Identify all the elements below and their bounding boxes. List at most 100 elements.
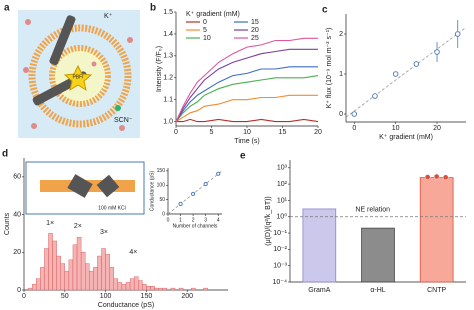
- x-tick-label: 3: [204, 217, 207, 223]
- ion: [23, 67, 29, 73]
- legend-label: 0: [203, 19, 207, 26]
- data-line: [175, 75, 319, 122]
- x-tick-label: 2: [192, 217, 195, 223]
- y-tick-label: 20: [13, 249, 21, 256]
- fit-line: [167, 170, 223, 215]
- x-tick-label: 5: [210, 129, 214, 136]
- histogram-bar: [191, 287, 196, 291]
- inset-text: 100 mM KCl: [98, 205, 126, 211]
- y-tick-label: 50: [159, 197, 165, 203]
- y-tick-label: 0: [339, 111, 343, 118]
- histogram-bar: [31, 284, 37, 291]
- histogram-bar: [170, 287, 176, 291]
- histogram-bar: [101, 248, 106, 291]
- histogram-bar: [138, 280, 143, 291]
- y-axis-label: Counts: [4, 212, 11, 235]
- data-line: [175, 66, 318, 122]
- data-line: [175, 37, 318, 122]
- x-tick-label: GramA: [308, 287, 331, 294]
- ion: [127, 37, 133, 43]
- y-tick-label: 10⁻⁴: [273, 279, 288, 286]
- y-tick-label: 60: [13, 174, 21, 181]
- y-tick-label: 1.3: [163, 53, 173, 60]
- y-tick-label: 150: [157, 168, 166, 174]
- y-tick-label: 10⁰: [276, 213, 287, 221]
- y-tick-label: 40: [13, 211, 21, 218]
- histogram-bar: [44, 248, 49, 291]
- x-axis-label: Number of channels: [173, 223, 218, 229]
- histogram-bar: [158, 287, 163, 291]
- x-tick-label: α-HL: [370, 287, 385, 294]
- y-tick-label: 10³: [277, 165, 288, 172]
- y-tick-label: 10¹: [277, 197, 288, 204]
- y-tick-label: 10⁻²: [273, 246, 287, 253]
- y-tick-label: 1: [339, 71, 343, 78]
- histogram-bar: [93, 267, 98, 291]
- x-tick-label: 10: [392, 125, 400, 132]
- histogram-bar: [52, 240, 57, 291]
- panel-d-inset-schematic: 100 mM KCl: [25, 161, 145, 215]
- star: [63, 64, 93, 92]
- panel-label: b: [150, 3, 156, 14]
- histogram-bar: [162, 287, 168, 291]
- legend-label: 20: [251, 27, 259, 34]
- histogram-bar: [89, 270, 94, 291]
- data-point: [433, 173, 440, 180]
- x-tick-label: 1: [179, 217, 182, 223]
- fit-line: [345, 27, 467, 118]
- histogram-bar: [142, 284, 147, 291]
- y-axis-label: Conductance (pS): [149, 171, 155, 212]
- y-axis-label: (μ(D)/(q²/k_BT)): [265, 196, 272, 246]
- y-tick-label: 1.2: [163, 75, 173, 82]
- y-tick-label: 1.1: [163, 97, 173, 104]
- data-point: [442, 174, 449, 181]
- x-tick-label: 50: [61, 293, 69, 300]
- histogram-bar: [133, 276, 139, 291]
- data-point: [424, 174, 431, 180]
- reference-label: NE relation: [355, 207, 390, 214]
- histogram-bar: [178, 287, 184, 291]
- panel-label: e: [240, 151, 246, 162]
- x-tick-label: 100: [100, 293, 112, 300]
- data-point: [413, 61, 420, 67]
- panel-label: d: [2, 149, 8, 160]
- panel-label: c: [322, 5, 328, 16]
- y-tick-label: 1.0: [163, 118, 173, 125]
- nanotube: [96, 174, 120, 198]
- histogram-bar: [105, 253, 110, 291]
- histogram-bar: [150, 286, 155, 291]
- nanotube: [67, 174, 93, 198]
- legend-title: K⁺ gradient (mM): [186, 11, 240, 18]
- y-tick-label: 100: [157, 183, 166, 189]
- data-point: [216, 171, 221, 176]
- anion: [115, 105, 121, 111]
- y-tick-label: 10⁻¹: [273, 230, 287, 237]
- y-axis-label: Intensity (F/F₀): [156, 46, 163, 92]
- x-tick-label: 20: [433, 125, 441, 132]
- nanotube: [49, 15, 76, 66]
- x-axis-label: K⁺ gradient (mM): [379, 134, 433, 141]
- histogram-bar: [129, 278, 135, 291]
- data-point: [454, 31, 461, 37]
- histogram-bar: [76, 236, 82, 291]
- histogram-bar: [68, 259, 74, 291]
- data-line: [175, 48, 318, 122]
- ion: [119, 125, 125, 131]
- data-point: [351, 111, 358, 117]
- histogram-bar: [36, 278, 41, 291]
- histogram-bar: [154, 287, 159, 291]
- x-tick-label: 0: [22, 293, 26, 300]
- histogram-bar: [60, 263, 66, 291]
- histogram-bar: [109, 267, 114, 291]
- x-tick-label: 20: [314, 129, 322, 136]
- data-point: [178, 201, 183, 206]
- x-tick-label: CNTP: [427, 287, 446, 294]
- ion: [91, 61, 97, 67]
- x-tick-label: 15: [279, 129, 287, 136]
- bar: [302, 208, 337, 283]
- legend-label: 10: [203, 35, 211, 42]
- ion-label: K⁺: [104, 13, 113, 20]
